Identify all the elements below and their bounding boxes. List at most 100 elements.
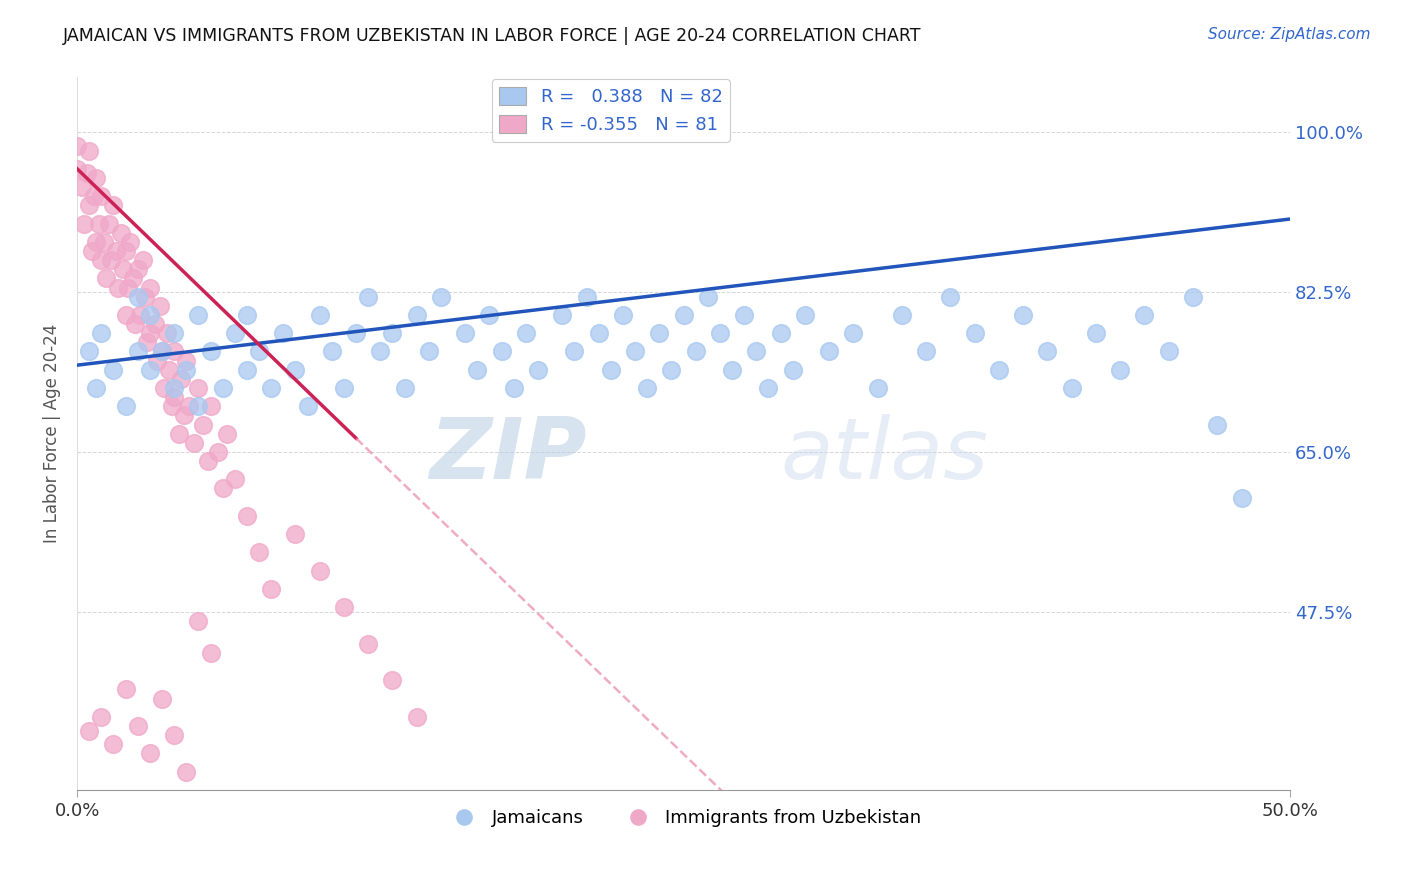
Point <box>793 308 815 322</box>
Point <box>588 326 610 341</box>
Point <box>100 253 122 268</box>
Point <box>77 723 100 738</box>
Point <box>308 308 330 322</box>
Point <box>93 235 115 249</box>
Point <box>357 637 380 651</box>
Point <box>193 417 215 432</box>
Point <box>86 235 108 249</box>
Point <box>247 344 270 359</box>
Point <box>200 399 222 413</box>
Point <box>818 344 841 359</box>
Point <box>103 363 125 377</box>
Legend: Jamaicans, Immigrants from Uzbekistan: Jamaicans, Immigrants from Uzbekistan <box>439 802 928 834</box>
Point <box>187 381 209 395</box>
Point <box>183 435 205 450</box>
Point <box>866 381 889 395</box>
Point <box>139 747 162 761</box>
Point <box>139 308 162 322</box>
Point <box>333 381 356 395</box>
Point <box>87 217 110 231</box>
Point <box>1157 344 1180 359</box>
Point <box>987 363 1010 377</box>
Point <box>77 344 100 359</box>
Point <box>103 198 125 212</box>
Point <box>200 344 222 359</box>
Point <box>173 409 195 423</box>
Point <box>127 290 149 304</box>
Point <box>370 344 392 359</box>
Point <box>709 326 731 341</box>
Point <box>321 344 343 359</box>
Point <box>174 363 197 377</box>
Point <box>177 399 200 413</box>
Point <box>139 326 162 341</box>
Point <box>575 290 598 304</box>
Point <box>478 308 501 322</box>
Point <box>648 326 671 341</box>
Point <box>467 363 489 377</box>
Point <box>139 280 162 294</box>
Point <box>308 564 330 578</box>
Point <box>217 426 239 441</box>
Point <box>114 308 136 322</box>
Point <box>76 166 98 180</box>
Point <box>430 290 453 304</box>
Point <box>104 244 127 258</box>
Point <box>721 363 744 377</box>
Point <box>284 363 307 377</box>
Point <box>124 317 146 331</box>
Point <box>1084 326 1107 341</box>
Point <box>136 335 159 350</box>
Point <box>236 308 259 322</box>
Point <box>187 399 209 413</box>
Point <box>90 710 112 724</box>
Point <box>66 161 89 176</box>
Point <box>551 308 574 322</box>
Text: atlas: atlas <box>780 414 988 497</box>
Point <box>143 317 166 331</box>
Point <box>129 308 152 322</box>
Text: Source: ZipAtlas.com: Source: ZipAtlas.com <box>1208 27 1371 42</box>
Point <box>146 353 169 368</box>
Point <box>114 399 136 413</box>
Point <box>96 271 118 285</box>
Point <box>77 144 100 158</box>
Point <box>1181 290 1204 304</box>
Point <box>114 682 136 697</box>
Point <box>685 344 707 359</box>
Point <box>134 290 156 304</box>
Point <box>112 262 135 277</box>
Point <box>1012 308 1035 322</box>
Point <box>90 189 112 203</box>
Point <box>758 381 780 395</box>
Point <box>163 390 186 404</box>
Point <box>174 764 197 779</box>
Point <box>131 253 153 268</box>
Point <box>672 308 695 322</box>
Point <box>357 290 380 304</box>
Point <box>527 363 550 377</box>
Point <box>782 363 804 377</box>
Point <box>1206 417 1229 432</box>
Point <box>284 527 307 541</box>
Point <box>1133 308 1156 322</box>
Point <box>612 308 634 322</box>
Point <box>236 508 259 523</box>
Point <box>163 381 186 395</box>
Point <box>187 308 209 322</box>
Point <box>117 280 139 294</box>
Point <box>745 344 768 359</box>
Point <box>174 353 197 368</box>
Point <box>127 344 149 359</box>
Point <box>1109 363 1132 377</box>
Point <box>170 372 193 386</box>
Point <box>454 326 477 341</box>
Point <box>97 217 120 231</box>
Point <box>107 280 129 294</box>
Point <box>114 244 136 258</box>
Point <box>224 472 246 486</box>
Point <box>333 600 356 615</box>
Point <box>103 737 125 751</box>
Point <box>200 646 222 660</box>
Point <box>564 344 586 359</box>
